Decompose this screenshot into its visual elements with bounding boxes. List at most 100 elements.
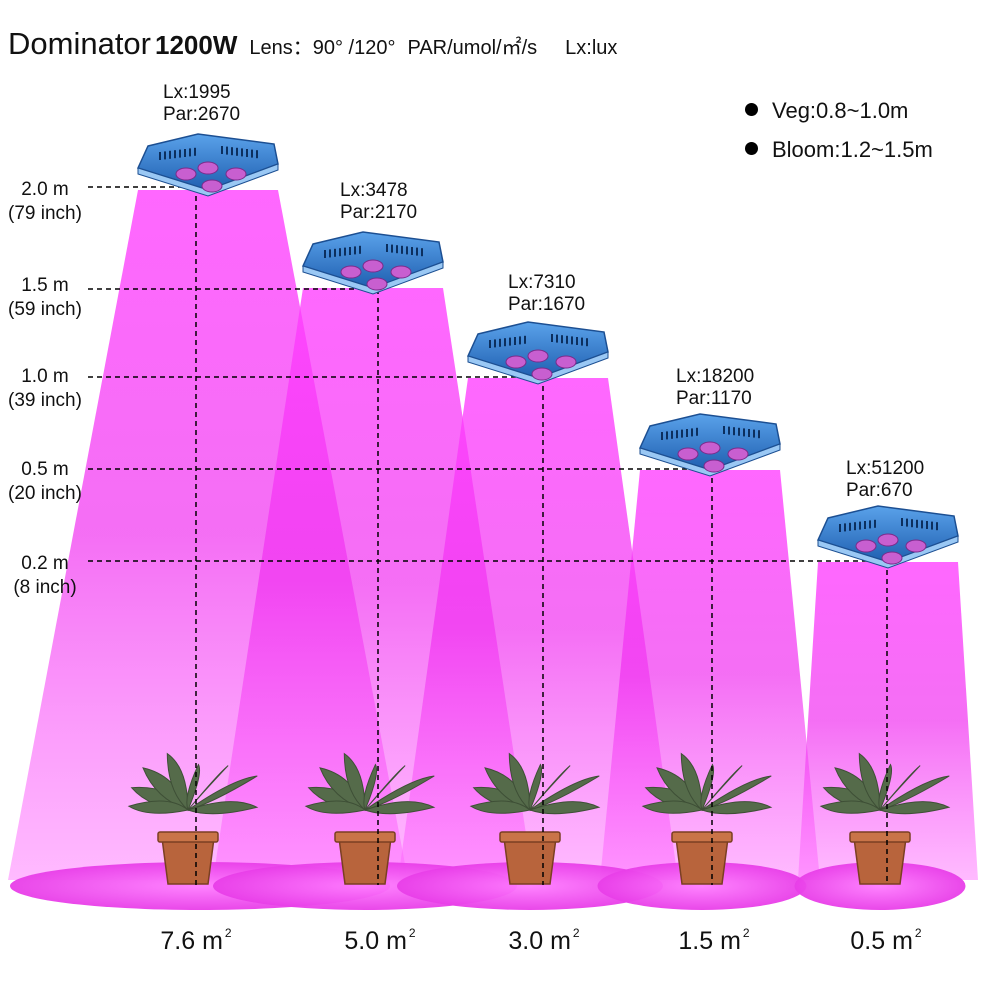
bullet-dot-icon (745, 142, 758, 155)
height-label-2m: 2.0 m (79 inch) (0, 178, 90, 226)
area-unit-exponent: 2 (742, 926, 750, 940)
height-label-1-5m: 1.5 m (59 inch) (0, 274, 90, 322)
floor-spot (397, 862, 663, 910)
area-value: 7.6 m (160, 927, 223, 955)
lens-spec: Lens：90° /120° (249, 37, 396, 59)
lux-value: Lx:3478 (340, 180, 408, 201)
led-cob (677, 447, 699, 461)
reading-2m: Lx:1995 Par:2670 (163, 82, 240, 126)
area-value: 5.0 m (344, 927, 407, 955)
light-beam (600, 470, 820, 880)
legend-veg-label: Veg:0.8~1.0m (772, 98, 909, 123)
grow-lamp-icon (466, 321, 609, 385)
light-beams (8, 190, 978, 880)
pot (853, 837, 907, 885)
led-cob (340, 265, 362, 279)
led-cob (555, 355, 577, 369)
lux-value: Lx:1995 (163, 82, 231, 103)
led-cob (362, 259, 384, 273)
led-cob (699, 441, 721, 455)
pot-rim (499, 831, 561, 843)
legend-bloom: Bloom:1.2~1.5m (745, 137, 933, 163)
lux-value: Lx:51200 (846, 458, 925, 479)
page-header: Dominator 1200W Lens：90° /120° PAR/umol/㎡/s… (8, 26, 617, 62)
pot-rim (157, 831, 219, 843)
product-name: Dominator (8, 26, 151, 61)
led-cob (877, 533, 899, 547)
led-cob (225, 167, 247, 181)
led-cob (703, 459, 725, 473)
reading-1-5m: Lx:3478 Par:2170 (340, 180, 417, 224)
led-cob (905, 539, 927, 553)
area-unit-exponent: 2 (408, 926, 416, 940)
par-unit: PAR/umol/㎡/s (407, 37, 538, 59)
light-beam (398, 378, 678, 880)
reading-0-2m: Lx:51200 Par:670 (846, 458, 924, 502)
led-cob (881, 551, 903, 565)
height-meters: 1.5 m (21, 275, 69, 296)
height-label-1m: 1.0 m (39 inch) (0, 365, 90, 413)
floor-spot (794, 862, 966, 910)
area-unit-exponent: 2 (224, 926, 232, 940)
height-meters: 0.5 m (21, 459, 69, 480)
par-value: Par:2670 (163, 104, 241, 125)
pot (503, 837, 557, 885)
plant-icon (819, 752, 951, 885)
product-wattage: 1200W (155, 30, 238, 60)
height-label-0-5m: 0.5 m (20 inch) (0, 458, 90, 506)
pot-rim (334, 831, 396, 843)
led-cob (855, 539, 877, 553)
par-value: Par:670 (846, 480, 913, 501)
height-inches: (39 inch) (8, 390, 82, 411)
area-value: 3.0 m (508, 927, 571, 955)
height-inches: (8 inch) (13, 577, 77, 598)
pot-rim (849, 831, 911, 843)
led-cob (175, 167, 197, 181)
led-cob (366, 277, 388, 291)
area-unit-exponent: 2 (572, 926, 580, 940)
height-inches: (79 inch) (8, 203, 82, 224)
led-cob (201, 179, 223, 193)
floor-light-spots (10, 862, 966, 910)
reading-1m: Lx:7310 Par:1670 (508, 272, 585, 316)
area-value: 1.5 m (678, 927, 741, 955)
led-cob (390, 265, 412, 279)
pot (675, 837, 729, 885)
pot-rim (671, 831, 733, 843)
lux-unit: Lx:lux (565, 37, 618, 59)
height-inches: (59 inch) (8, 299, 82, 320)
area-unit-exponent: 2 (914, 926, 922, 940)
lux-value: Lx:18200 (676, 366, 755, 387)
legend-veg: Veg:0.8~1.0m (745, 98, 908, 124)
par-value: Par:1170 (676, 388, 752, 409)
legend-bloom-label: Bloom:1.2~1.5m (772, 137, 933, 162)
grow-lamp-icon (301, 231, 444, 295)
area-value: 0.5 m (850, 927, 913, 955)
plant-icon (127, 752, 259, 885)
height-meters: 2.0 m (21, 179, 69, 200)
height-meters: 0.2 m (21, 553, 69, 574)
height-label-0-2m: 0.2 m (8 inch) (0, 552, 90, 600)
height-meters: 1.0 m (21, 366, 69, 387)
led-cob (727, 447, 749, 461)
led-cob (531, 367, 553, 381)
height-guide-lines (88, 186, 888, 885)
grow-lamp-icon (638, 413, 781, 477)
pot (338, 837, 392, 885)
grow-lamp-icon (816, 505, 959, 569)
grow-lamp-icon (136, 133, 279, 197)
plant-icon (304, 752, 436, 885)
led-cob (197, 161, 219, 175)
height-inches: (20 inch) (8, 483, 82, 504)
floor-spot (597, 862, 807, 910)
lux-value: Lx:7310 (508, 272, 576, 293)
led-cob (527, 349, 549, 363)
grow-lamps (136, 133, 959, 569)
